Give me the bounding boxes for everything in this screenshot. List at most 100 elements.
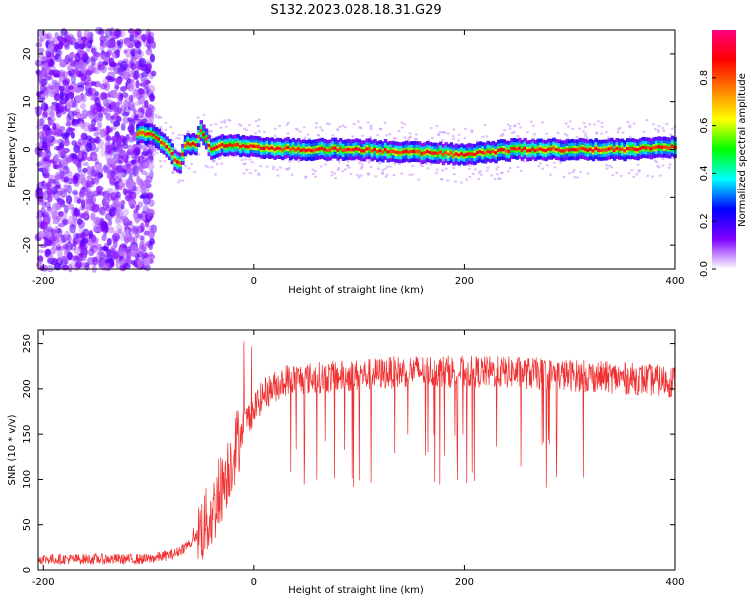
spectrogram-cell (48, 174, 56, 182)
spectrogram-cell (209, 123, 213, 127)
spectrogram-cell (635, 173, 639, 176)
spectrogram-cell (132, 227, 139, 234)
spectrogram-cell (438, 130, 442, 134)
spectrogram-cell (440, 138, 444, 142)
spectrogram-cell (102, 245, 109, 252)
spectrogram-cell (80, 93, 87, 103)
spectrogram-cell (325, 122, 329, 125)
spectrogram-x-tick-label: 0 (251, 276, 257, 287)
spectrogram-cell (89, 151, 98, 162)
spectrogram-cell (125, 48, 132, 59)
spectrogram-cell (369, 127, 373, 131)
spectrogram-cell (60, 190, 68, 198)
spectrogram-ridge-cell (410, 149, 414, 154)
spectrogram-ridge-cell (504, 149, 509, 153)
spectrogram-cell (57, 222, 66, 228)
spectrogram-cell (53, 153, 59, 162)
spectrogram-cell (133, 113, 139, 119)
spectrogram-cell (62, 166, 69, 171)
spectrogram-cell (58, 142, 65, 149)
spectrogram-cell (94, 97, 101, 106)
spectrogram-ridge-cell (436, 151, 440, 156)
spectrogram-cell (52, 178, 60, 185)
spectrogram-cell (103, 164, 109, 174)
spectrogram-cell (650, 175, 654, 178)
spectrogram-ridge-cell (312, 148, 317, 152)
spectrogram-cell (53, 93, 61, 102)
spectrogram-cell (452, 137, 456, 140)
spectrogram-cell (126, 169, 131, 175)
spectrogram-ridge-cell (528, 148, 532, 153)
spectrogram-cell (661, 164, 665, 167)
spectrogram-ridge-cell (252, 144, 256, 148)
spectrogram-cell (150, 147, 157, 153)
spectrogram-cell (45, 52, 52, 59)
spectrogram-y-tick-label: 10 (22, 95, 33, 108)
spectrogram-cell (452, 128, 456, 131)
spectrogram-cell (91, 107, 99, 115)
spectrogram-cell (122, 71, 131, 80)
spectrogram-cell (163, 160, 167, 163)
spectrogram-cell (93, 131, 99, 137)
spectrogram-cell (129, 168, 135, 175)
spectrogram-cell (385, 165, 389, 169)
spectrogram-cell (441, 169, 445, 172)
spectrogram-cell (102, 108, 108, 116)
spectrogram-ridge-cell (304, 149, 309, 153)
spectrogram-cell (314, 121, 318, 125)
spectrogram-ridge-cell (349, 148, 353, 152)
spectrogram-cell (485, 169, 489, 172)
spectrogram-cell (83, 210, 89, 217)
spectrogram-cell (37, 230, 46, 238)
spectrogram-cell (48, 209, 56, 214)
spectrogram-ridge-cell (610, 146, 614, 150)
spectrogram-cell (80, 102, 86, 110)
spectrogram-cell (59, 90, 64, 101)
spectrogram-cell (135, 204, 140, 211)
spectrogram-cell (64, 30, 69, 37)
spectrogram-cell (67, 203, 74, 210)
spectrogram-cell (571, 127, 575, 131)
spectrogram-cell (220, 120, 224, 124)
spectrogram-ridge-cell (397, 150, 401, 155)
spectrogram-cell (147, 163, 155, 171)
spectrogram-cell (278, 124, 282, 128)
spectrogram-cell (388, 133, 392, 136)
spectrogram-cell (369, 126, 373, 129)
spectrogram-cell (656, 164, 660, 168)
spectrogram-cell (149, 53, 155, 63)
spectrogram-cell (113, 120, 121, 127)
spectrogram-cell (121, 111, 130, 117)
spectrogram-ridge-cell (170, 152, 174, 156)
spectrogram-cell (147, 37, 154, 45)
spectrogram-cell (414, 137, 418, 141)
spectrogram-ridge-cell (262, 146, 267, 151)
spectrogram-ridge-cell (599, 148, 604, 152)
spectrogram-cell (115, 215, 121, 224)
spectrogram-ridge-cell (178, 161, 182, 165)
spectrogram-cell (197, 153, 201, 156)
spectrogram-ridge-cell (141, 131, 146, 135)
spectrogram-cell (615, 171, 619, 175)
spectrogram-cell (108, 57, 115, 67)
spectrogram-ridge-cell (491, 149, 496, 153)
spectrogram-cell (99, 92, 107, 101)
spectrogram-cell (58, 40, 64, 50)
spectrogram-ridge-cell (320, 146, 325, 150)
spectrogram-cell (516, 166, 520, 169)
spectrogram-ridge-cell (268, 146, 272, 151)
spectrogram-cell (77, 138, 84, 146)
spectrogram-x-tick-label: 400 (665, 276, 684, 287)
spectrogram-cell (637, 170, 641, 173)
spectrogram-cell (460, 181, 464, 184)
spectrogram-cell (72, 212, 78, 222)
spectrogram-ridge-cell (565, 147, 569, 152)
spectrogram-cell (108, 40, 117, 48)
spectrogram-cell (53, 139, 58, 144)
spectrogram-cell (68, 127, 76, 132)
spectrogram-cell (149, 92, 155, 103)
spectrogram-cell (130, 251, 138, 257)
spectrogram-cell (141, 181, 149, 190)
spectrogram-cell (106, 50, 112, 58)
spectrogram-ridge-cell (462, 153, 467, 157)
